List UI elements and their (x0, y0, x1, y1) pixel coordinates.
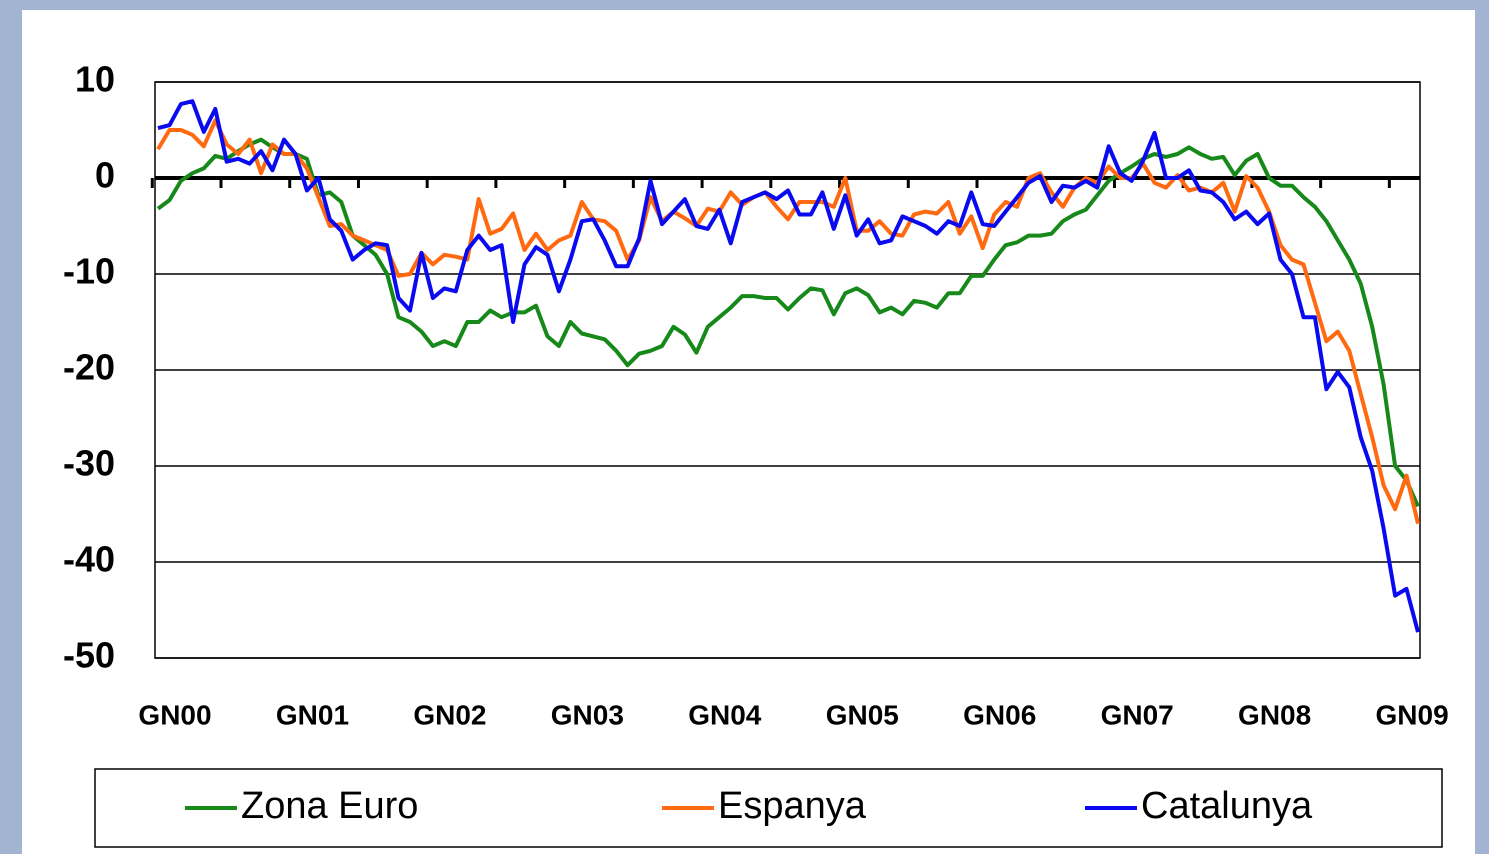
y-tick-label: 10 (75, 59, 115, 100)
x-tick-label: GN09 (1376, 699, 1449, 730)
x-tick-label: GN04 (688, 699, 762, 730)
y-tick-label: -40 (63, 539, 115, 580)
x-tick-label: GN00 (138, 699, 211, 730)
x-tick-label: GN05 (826, 699, 899, 730)
legend-label: Catalunya (1141, 785, 1313, 827)
legend-label: Espanya (718, 785, 867, 827)
y-tick-label: 0 (95, 155, 115, 196)
chart-background (22, 10, 1475, 854)
legend-box (94, 768, 1443, 848)
series-line (157, 99, 1420, 633)
y-tick-label: -30 (63, 443, 115, 484)
legend-label: Zona Euro (241, 785, 418, 827)
x-tick-label: GN07 (1101, 699, 1174, 730)
y-tick-label: -20 (63, 347, 115, 388)
x-tick-label: GN02 (413, 699, 486, 730)
x-tick-label: GN06 (963, 699, 1036, 730)
x-tick-label: GN03 (551, 699, 624, 730)
x-tick-label: GN01 (276, 699, 349, 730)
y-tick-label: -10 (63, 251, 115, 292)
y-tick-label: -50 (63, 635, 115, 676)
x-tick-label: GN08 (1238, 699, 1311, 730)
